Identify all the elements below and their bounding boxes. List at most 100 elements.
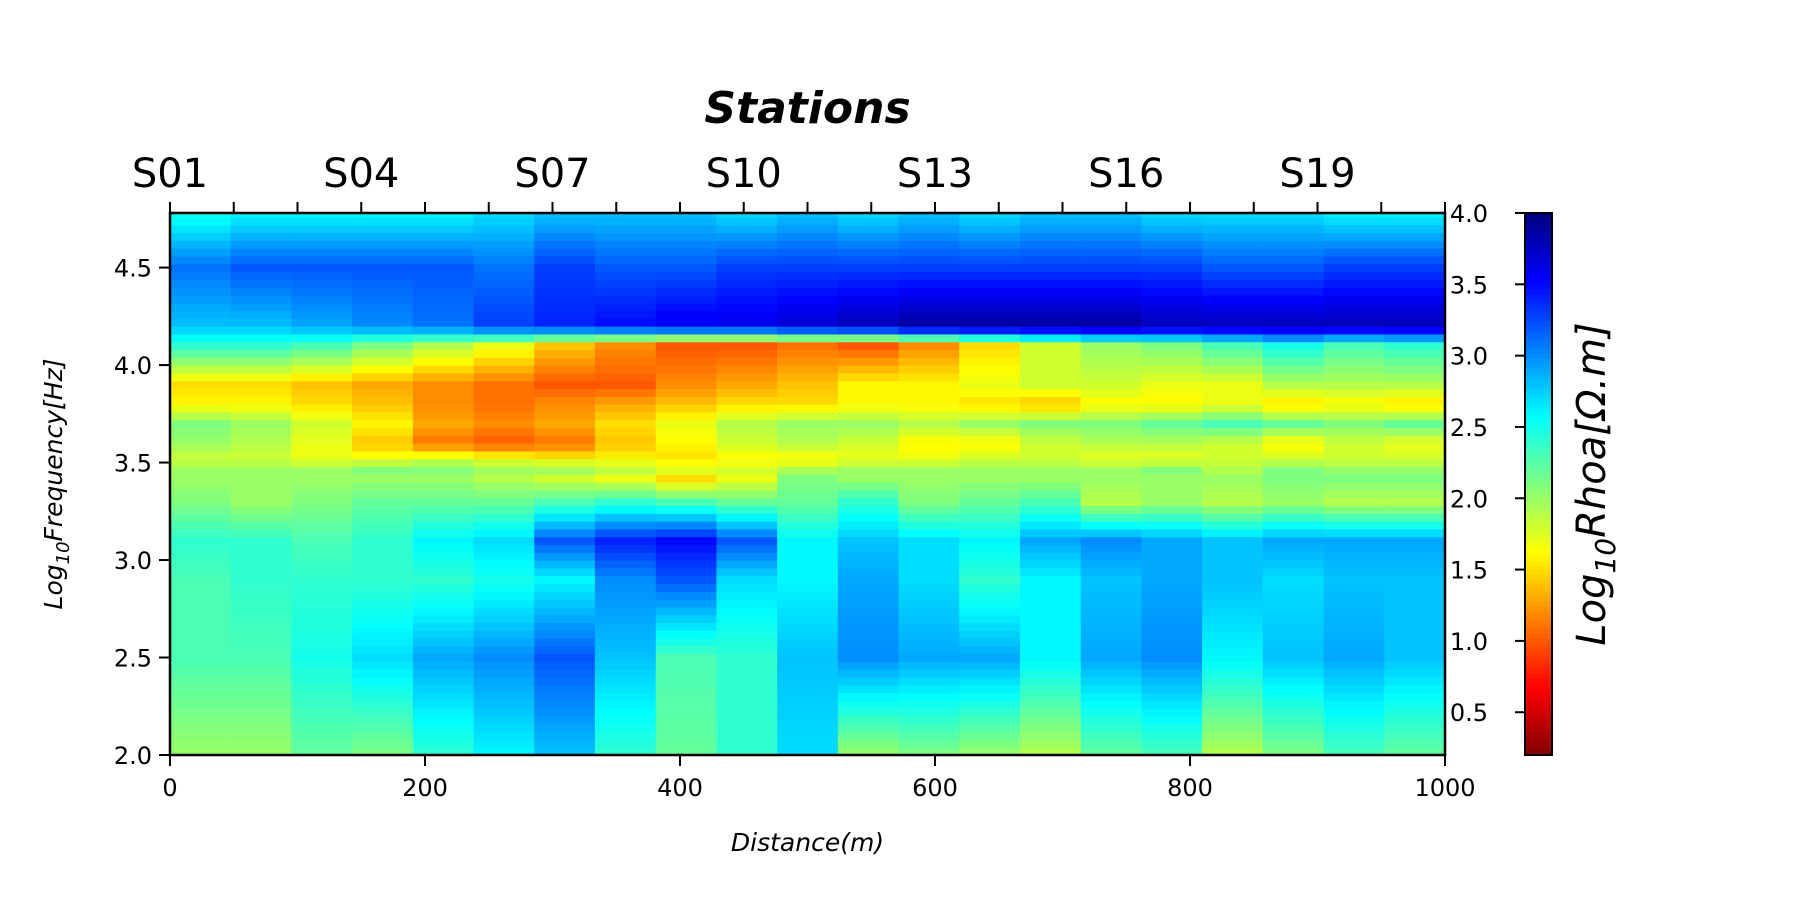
heatmap-cell xyxy=(412,622,475,631)
heatmap-cell xyxy=(594,287,657,296)
heatmap-cell xyxy=(777,606,839,616)
heatmap-cell xyxy=(898,404,960,413)
colorbar-segment xyxy=(1525,479,1552,485)
heatmap-cell xyxy=(1141,255,1203,265)
heatmap-cell xyxy=(473,372,535,382)
heatmap-cell xyxy=(898,427,960,436)
heatmap-cell xyxy=(716,552,778,561)
heatmap-cell xyxy=(898,653,960,663)
heatmap-cell xyxy=(230,427,292,436)
heatmap-cell xyxy=(473,567,535,577)
heatmap-cell xyxy=(959,255,1021,265)
heatmap-cell xyxy=(170,255,232,265)
heatmap-cell xyxy=(170,365,232,374)
heatmap-cell xyxy=(716,458,778,468)
heatmap-cell xyxy=(594,302,657,312)
heatmap-cell xyxy=(898,287,960,296)
heatmap-cell xyxy=(1202,552,1264,561)
heatmap-cell xyxy=(959,661,1021,670)
heatmap-cell xyxy=(170,419,232,429)
colorbar-segment xyxy=(1525,587,1552,593)
heatmap-cell xyxy=(473,404,535,413)
heatmap-cell xyxy=(716,708,778,717)
heatmap-cell xyxy=(655,263,718,273)
heatmap-cell xyxy=(898,450,960,460)
heatmap-cell xyxy=(534,240,596,249)
heatmap-cell xyxy=(1202,739,1264,748)
heatmap-cell xyxy=(1202,279,1264,288)
colorbar-segment xyxy=(1525,398,1552,404)
heatmap-cell xyxy=(1141,372,1203,382)
heatmap-cell xyxy=(473,700,535,709)
heatmap-cell xyxy=(1080,747,1143,756)
heatmap-cell xyxy=(170,216,232,226)
heatmap-cell xyxy=(170,232,232,241)
heatmap-cell xyxy=(230,279,292,288)
heatmap-cell xyxy=(473,349,535,358)
heatmap-cell xyxy=(1323,287,1385,296)
heatmap-cell xyxy=(1080,419,1143,429)
heatmap-cell xyxy=(594,349,657,358)
colorbar-segment xyxy=(1525,673,1552,679)
heatmap-cell xyxy=(959,669,1021,678)
heatmap-cell xyxy=(412,482,475,491)
heatmap-cell xyxy=(716,310,778,319)
heatmap-cell xyxy=(230,700,292,709)
heatmap-cell xyxy=(594,248,657,257)
heatmap-cell xyxy=(1020,372,1082,382)
heatmap-cell xyxy=(1020,404,1082,413)
heatmap-cell xyxy=(716,653,778,663)
heatmap-cell xyxy=(352,700,414,709)
heatmap-cell xyxy=(1202,310,1264,319)
heatmap-cell xyxy=(170,599,232,608)
heatmap-cell xyxy=(777,716,839,725)
heatmap-cell xyxy=(230,599,292,608)
colorbar-segment xyxy=(1525,348,1552,354)
heatmap-cell xyxy=(1202,458,1264,468)
heatmap-cell xyxy=(594,279,657,288)
heatmap-cell xyxy=(655,497,718,507)
heatmap-cell xyxy=(655,443,718,452)
heatmap-cell xyxy=(352,575,414,585)
heatmap-cell xyxy=(291,723,353,733)
heatmap-cell xyxy=(412,213,475,218)
heatmap-cell xyxy=(594,388,657,397)
heatmap-cell xyxy=(777,630,839,639)
heatmap-cell xyxy=(959,388,1021,397)
heatmap-cell xyxy=(1262,294,1325,304)
heatmap-cell xyxy=(473,638,535,647)
heatmap-cell xyxy=(1020,380,1082,390)
heatmap-cell xyxy=(1262,606,1325,616)
heatmap-cell xyxy=(1080,388,1143,397)
heatmap-cell xyxy=(170,591,232,600)
heatmap-cell xyxy=(1141,677,1203,686)
heatmap-cell xyxy=(959,474,1021,483)
heatmap-cell xyxy=(777,567,839,577)
heatmap-cell xyxy=(1384,614,1446,624)
colorbar-segment xyxy=(1525,452,1552,458)
heatmap-cell xyxy=(170,333,232,343)
heatmap-cell xyxy=(230,302,292,312)
heatmap-cell xyxy=(534,653,596,663)
heatmap-cell xyxy=(959,622,1021,631)
heatmap-cell xyxy=(1020,677,1082,686)
heatmap-cell xyxy=(594,591,657,600)
colorbar-segment xyxy=(1525,267,1552,273)
heatmap-cell xyxy=(412,677,475,686)
heatmap-cell xyxy=(594,606,657,616)
heatmap-cell xyxy=(655,404,718,413)
heatmap-cell xyxy=(1141,349,1203,358)
heatmap-cell xyxy=(1202,528,1264,538)
heatmap-cell xyxy=(1080,333,1143,343)
heatmap-cell xyxy=(837,708,900,717)
heatmap-cell xyxy=(473,513,535,522)
heatmap-cell xyxy=(1384,450,1446,460)
heatmap-cell xyxy=(655,435,718,444)
heatmap-cell xyxy=(898,365,960,374)
heatmap-cell xyxy=(777,614,839,624)
heatmap-cell xyxy=(1020,560,1082,569)
heatmap-cell xyxy=(534,677,596,686)
heatmap-cell xyxy=(1141,653,1203,663)
heatmap-cell xyxy=(1141,560,1203,569)
heatmap-cell xyxy=(837,482,900,491)
